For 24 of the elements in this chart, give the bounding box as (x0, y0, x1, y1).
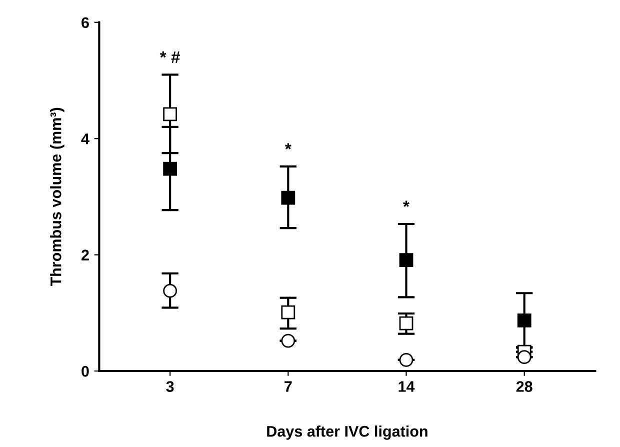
x-tick-label: 14 (398, 381, 415, 392)
annotation: * (403, 200, 410, 207)
x-tick-label: 28 (516, 381, 532, 392)
point (517, 314, 532, 328)
x-tick-label: 7 (284, 381, 292, 392)
point (517, 350, 532, 364)
point (399, 353, 414, 367)
point (281, 305, 296, 320)
point (163, 162, 177, 176)
point (281, 190, 296, 205)
point (281, 334, 296, 348)
point (399, 316, 414, 330)
y-tick-label: 4 (81, 134, 90, 144)
y-tick-label: 0 (82, 366, 89, 377)
x-axis-title: Days after IVC ligation (267, 426, 428, 440)
y-tick-label: 2 (82, 250, 89, 260)
annotation: * # (160, 51, 180, 63)
annotation: * (284, 143, 292, 150)
point (399, 253, 414, 267)
y-tick-label: 6 (82, 17, 89, 28)
point (163, 107, 177, 122)
y-axis-title: Thrombus volume (mm³) (50, 108, 64, 286)
point (163, 284, 177, 298)
x-tick-label: 3 (166, 381, 174, 392)
